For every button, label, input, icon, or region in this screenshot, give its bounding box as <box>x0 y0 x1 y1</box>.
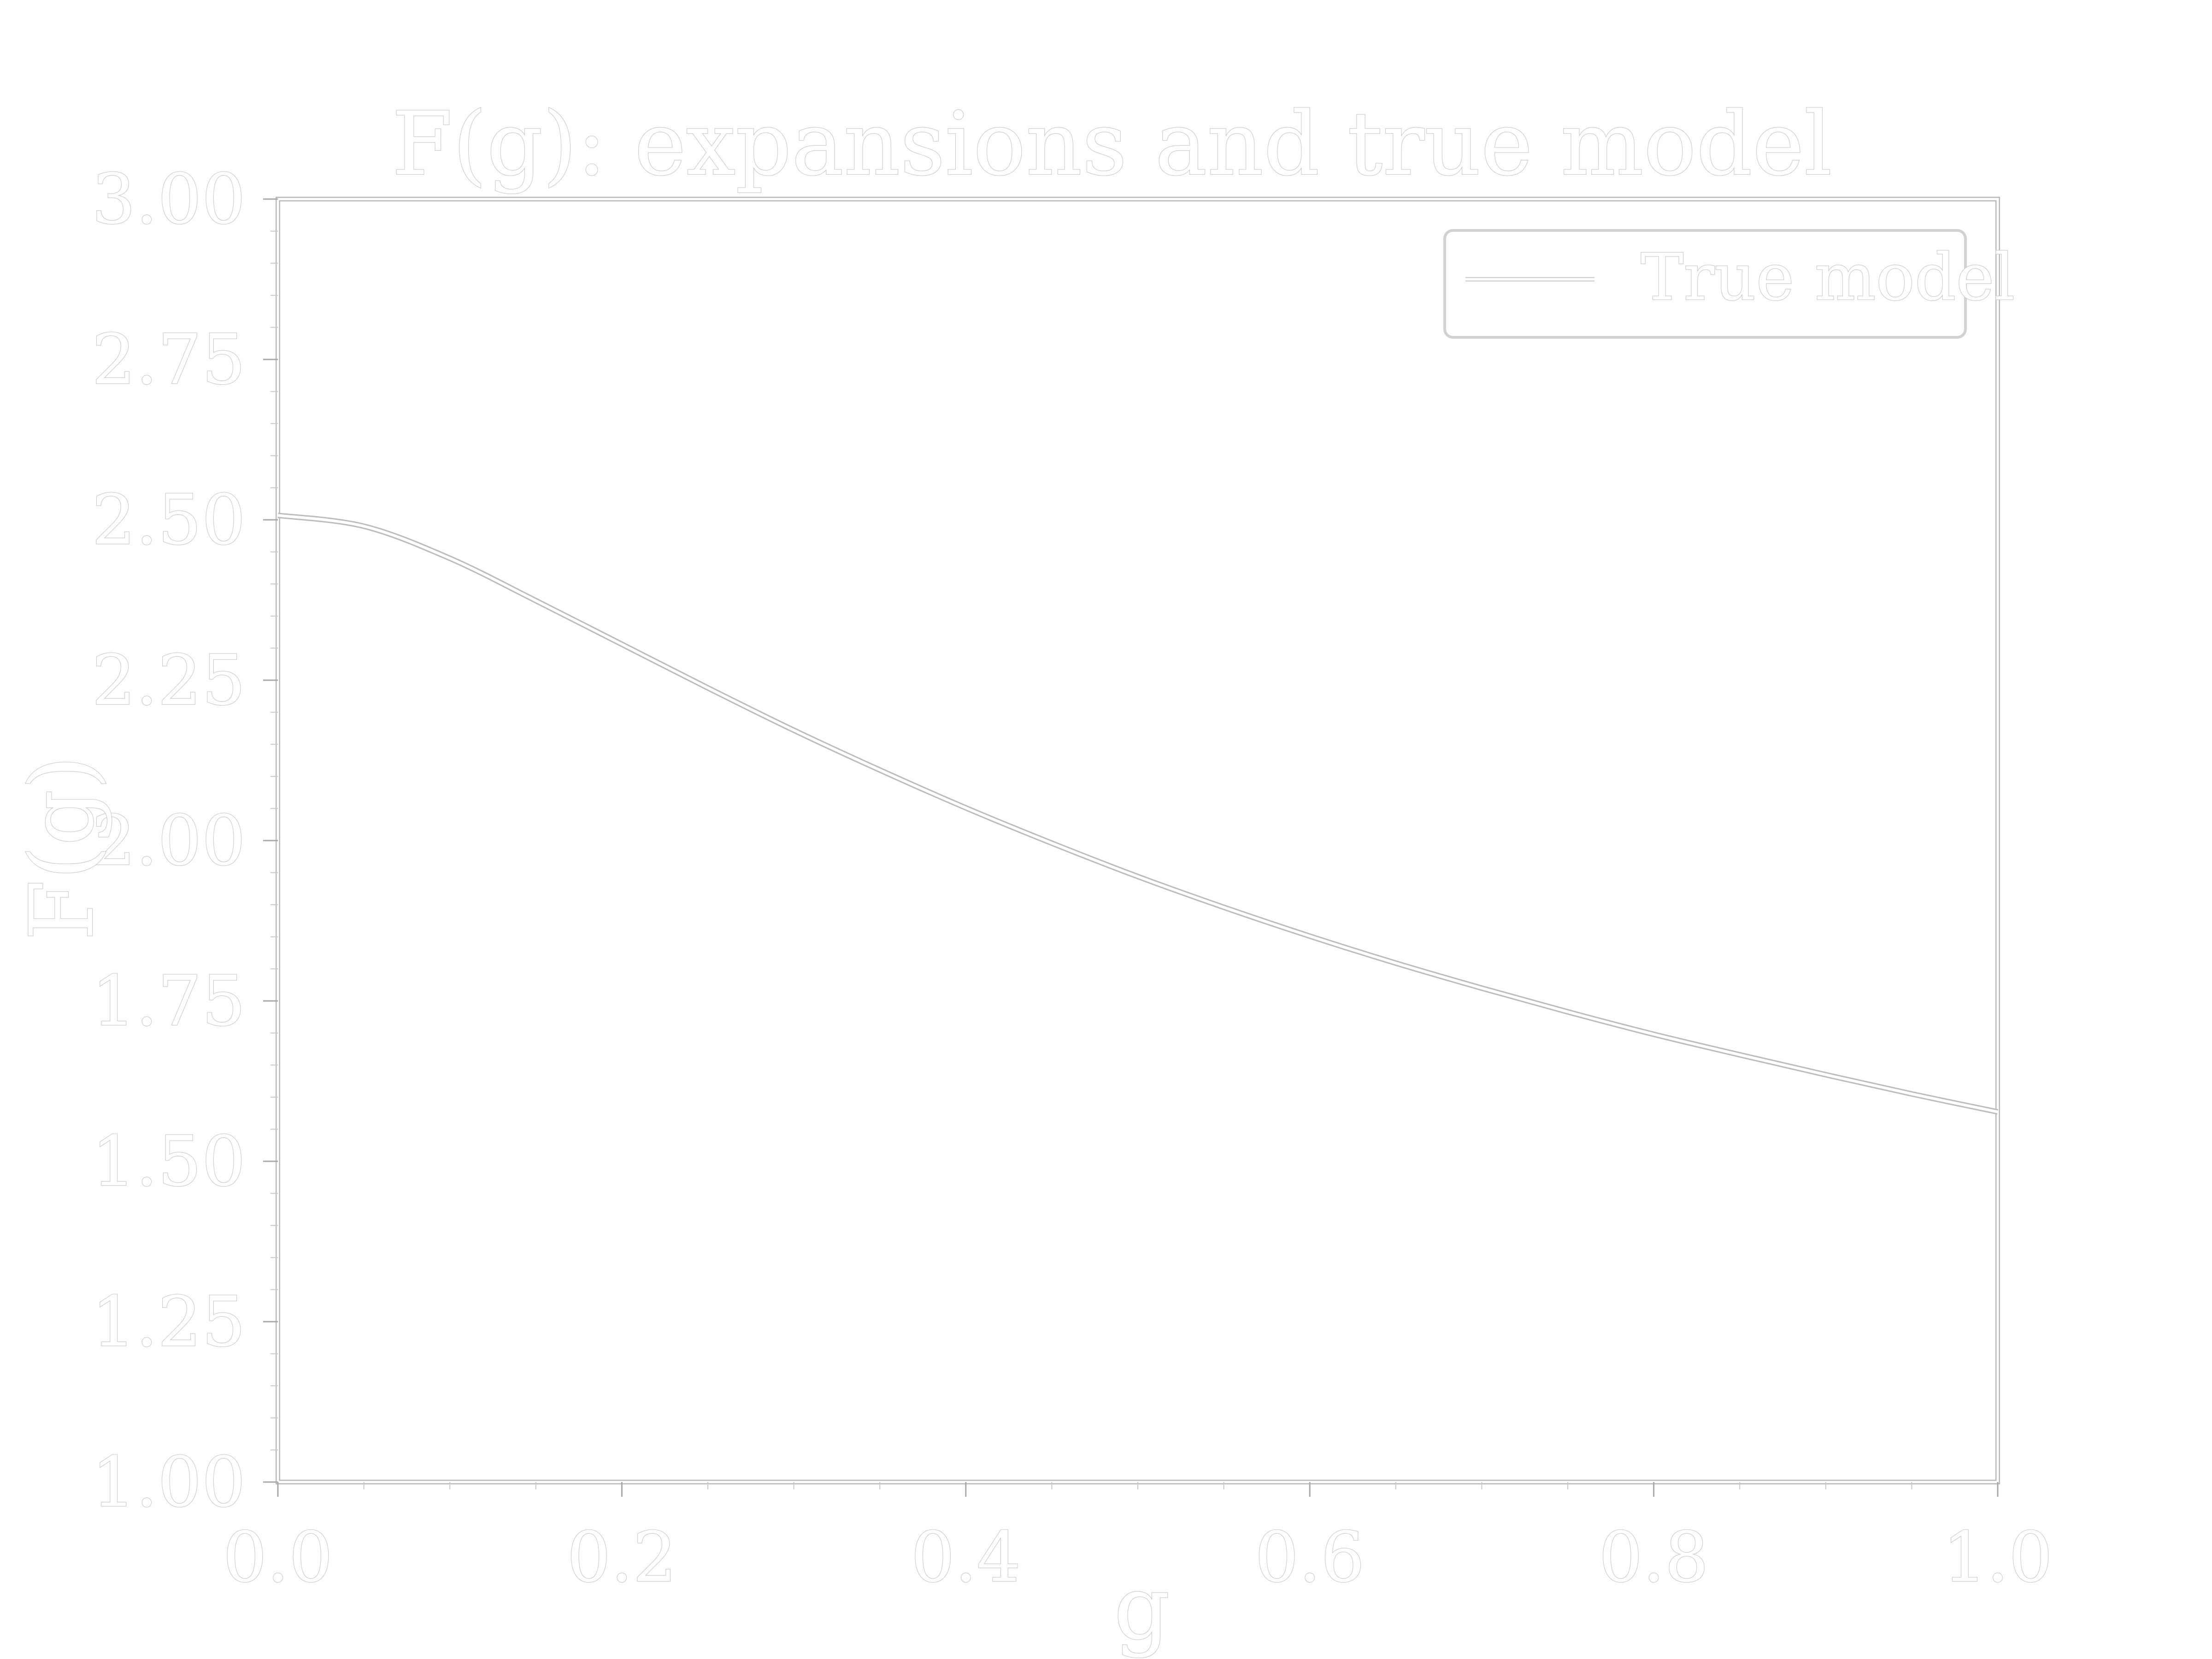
y-axis-label: F(g) <box>11 755 113 941</box>
plot-frame-inner <box>276 198 1999 1483</box>
x-tick-label: 0.0 <box>223 1518 333 1598</box>
y-tick-label: 1.50 <box>92 1122 246 1202</box>
y-axis-ticks: 1.00 1.25 1.50 1.75 2.00 2.25 2.50 2.75 3.00 <box>91 159 278 1523</box>
x-tick-label: 0.6 <box>1255 1518 1365 1598</box>
x-tick-label: 0.8 <box>1599 1518 1709 1598</box>
x-tick-label: 0.2 <box>567 1518 677 1598</box>
legend-label-true-model: True model <box>1641 240 2015 315</box>
legend: True model <box>1443 229 2015 339</box>
y-tick-label: 1.00 <box>92 1442 246 1523</box>
chart-title: F(g): expansions and true model <box>392 93 1832 195</box>
plot-frame-outer <box>276 197 2000 1484</box>
series-lines <box>277 512 1999 1115</box>
y-tick-label: 1.25 <box>92 1282 246 1362</box>
y-tick-label: 2.75 <box>92 320 246 400</box>
y-tick-label: 2.50 <box>92 480 246 560</box>
x-axis-ticks: 0.0 0.2 0.4 0.6 0.8 1.0 <box>223 1482 2053 1598</box>
legend-box <box>1443 229 1967 339</box>
x-tick-label: 0.4 <box>911 1518 1021 1598</box>
y-tick-label: 2.00 <box>92 801 246 881</box>
x-tick-label: 1.0 <box>1943 1518 2053 1598</box>
y-tick-label: 3.00 <box>92 159 246 240</box>
y-tick-label: 1.75 <box>92 961 246 1041</box>
series-line-true-model <box>277 512 1999 1115</box>
series-line-true-model-inner <box>277 514 1998 1113</box>
x-axis-label: g <box>1114 1557 1170 1659</box>
y-tick-label: 2.25 <box>92 641 246 721</box>
axes <box>276 197 2000 1484</box>
